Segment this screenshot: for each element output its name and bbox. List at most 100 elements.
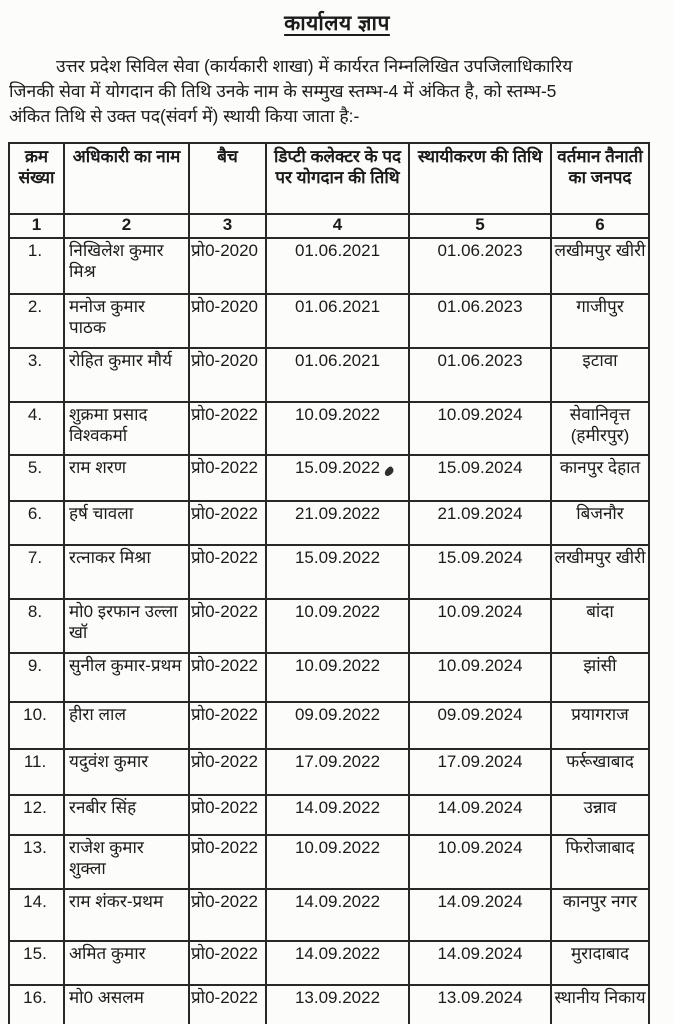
cell-confirm-date: 01.06.2023: [408, 347, 552, 403]
table-row: 6. हर्ष चावला प्रो0-2022 21.09.2022 21.0…: [8, 500, 650, 546]
cell-join-date: 14.09.2022: [265, 888, 410, 942]
cell-confirm-date: 10.09.2024: [408, 652, 552, 703]
cell-name: रत्नाकर मिश्रा: [63, 544, 190, 600]
table-body: 1. निखिलेश कुमार मिश्र प्रो0-2020 01.06.…: [8, 237, 650, 1024]
column-number-4: 4: [265, 213, 410, 239]
cell-batch: प्रो0-2022: [188, 598, 267, 654]
table-header-row: क्रम संख्या अधिकारी का नाम बैच डिप्टी कल…: [8, 142, 650, 215]
cell-join-date: 10.09.2022: [265, 401, 410, 456]
cell-join-date: 17.09.2022: [265, 748, 410, 796]
cell-serial: 6.: [8, 500, 65, 546]
cell-district: फर्रूखाबाद: [550, 748, 650, 796]
cell-batch: प्रो0-2022: [188, 652, 267, 703]
cell-name: मो0 असलम: [63, 984, 190, 1024]
cell-district: गाजीपुर: [550, 293, 650, 349]
table-row: 10. हीरा लाल प्रो0-2022 09.09.2022 09.09…: [8, 701, 650, 750]
table-row: 8. मो0 इरफान उल्ला खॉ प्रो0-2022 10.09.2…: [8, 598, 650, 654]
intro-line-3: अंकित तिथि से उक्त पद(संवर्ग में) स्थायी…: [9, 106, 360, 126]
cell-district: इटावा: [550, 347, 650, 403]
col-header-serial: क्रम संख्या: [8, 142, 65, 215]
cell-name: मनोज कुमार पाठक: [63, 293, 190, 349]
cell-batch: प्रो0-2022: [188, 940, 267, 986]
cell-join-date: 10.09.2022: [265, 598, 410, 654]
cell-name: राम शंकर-प्रथम: [63, 888, 190, 942]
cell-district: बिजनौर: [550, 500, 650, 546]
cell-serial: 13.: [8, 834, 65, 890]
cell-district: कानपुर देहात: [550, 454, 650, 502]
cell-join-date: 14.09.2022: [265, 940, 410, 986]
cell-serial: 4.: [8, 401, 65, 456]
cell-district: मुरादाबाद: [550, 940, 650, 986]
cell-join-date: 01.06.2021: [265, 347, 410, 403]
page-title: कार्यालय ज्ञाप: [284, 12, 390, 35]
intro-line-1: उत्तर प्रदेश सिविल सेवा (कार्यकारी शाखा)…: [56, 56, 573, 76]
cell-name: हर्ष चावला: [63, 500, 190, 546]
table-row: 4. शुक्रमा प्रसाद विश्वकर्मा प्रो0-2022 …: [8, 401, 650, 456]
column-number-3: 3: [188, 213, 267, 239]
cell-join-date: 13.09.2022: [265, 984, 410, 1024]
cell-join-date: 10.09.2022: [265, 652, 410, 703]
cell-district: फिरोजाबाद: [550, 834, 650, 890]
cell-name: यदुवंश कुमार: [63, 748, 190, 796]
cell-name: राजेश कुमार शुक्ला: [63, 834, 190, 890]
cell-name: शुक्रमा प्रसाद विश्वकर्मा: [63, 401, 190, 456]
cell-district: कानपुर नगर: [550, 888, 650, 942]
cell-confirm-date: 14.09.2024: [408, 940, 552, 986]
table-row: 15. अमित कुमार प्रो0-2022 14.09.2022 14.…: [8, 940, 650, 986]
table-row: 9. सुनील कुमार-प्रथम प्रो0-2022 10.09.20…: [8, 652, 650, 703]
cell-batch: प्रो0-2022: [188, 794, 267, 836]
cell-name: हीरा लाल: [63, 701, 190, 750]
cell-batch: प्रो0-2022: [188, 701, 267, 750]
cell-district: लखीमपुर खीरी: [550, 544, 650, 600]
cell-serial: 1.: [8, 237, 65, 295]
cell-batch: प्रो0-2022: [188, 401, 267, 456]
cell-district: प्रयागराज: [550, 701, 650, 750]
cell-confirm-date: 14.09.2024: [408, 888, 552, 942]
cell-batch: प्रो0-2022: [188, 888, 267, 942]
cell-confirm-date: 10.09.2024: [408, 598, 552, 654]
cell-serial: 14.: [8, 888, 65, 942]
col-header-name: अधिकारी का नाम: [63, 142, 190, 215]
table-row: 16. मो0 असलम प्रो0-2022 13.09.2022 13.09…: [8, 984, 650, 1024]
cell-confirm-date: 21.09.2024: [408, 500, 552, 546]
cell-district: लखीमपुर खीरी: [550, 237, 650, 295]
col-header-confirm-date: स्थायीकरण की तिथि: [408, 142, 552, 215]
cell-join-date: 01.06.2021: [265, 237, 410, 295]
column-number-1: 1: [8, 213, 65, 239]
cell-confirm-date: 01.06.2023: [408, 293, 552, 349]
cell-district: बांदा: [550, 598, 650, 654]
cell-name: निखिलेश कुमार मिश्र: [63, 237, 190, 295]
intro-paragraph: उत्तर प्रदेश सिविल सेवा (कार्यकारी शाखा)…: [9, 54, 674, 129]
table-row: 1. निखिलेश कुमार मिश्र प्रो0-2020 01.06.…: [8, 237, 650, 295]
cell-serial: 9.: [8, 652, 65, 703]
cell-confirm-date: 15.09.2024: [408, 454, 552, 502]
cell-batch: प्रो0-2020: [188, 347, 267, 403]
cell-join-date: 14.09.2022: [265, 794, 410, 836]
cell-district: स्थानीय निकाय: [550, 984, 650, 1024]
cell-batch: प्रो0-2022: [188, 748, 267, 796]
col-header-batch: बैच: [188, 142, 267, 215]
cell-serial: 5.: [8, 454, 65, 502]
col-header-district: वर्तमान तैनाती का जनपद: [550, 142, 650, 215]
cell-serial: 8.: [8, 598, 65, 654]
cell-district: सेवानिवृत्त (हमीरपुर): [550, 401, 650, 456]
cell-batch: प्रो0-2020: [188, 237, 267, 295]
cell-confirm-date: 17.09.2024: [408, 748, 552, 796]
cell-confirm-date: 14.09.2024: [408, 794, 552, 836]
cell-batch: प्रो0-2022: [188, 454, 267, 502]
cell-batch: प्रो0-2020: [188, 293, 267, 349]
column-number-2: 2: [63, 213, 190, 239]
cell-serial: 7.: [8, 544, 65, 600]
cell-serial: 11.: [8, 748, 65, 796]
cell-batch: प्रो0-2022: [188, 834, 267, 890]
cell-join-date: 21.09.2022: [265, 500, 410, 546]
table-row: 13. राजेश कुमार शुक्ला प्रो0-2022 10.09.…: [8, 834, 650, 890]
cell-name: अमित कुमार: [63, 940, 190, 986]
cell-confirm-date: 15.09.2024: [408, 544, 552, 600]
cell-serial: 12.: [8, 794, 65, 836]
column-number-6: 6: [550, 213, 650, 239]
column-number-5: 5: [408, 213, 552, 239]
cell-serial: 15.: [8, 940, 65, 986]
cell-batch: प्रो0-2022: [188, 984, 267, 1024]
